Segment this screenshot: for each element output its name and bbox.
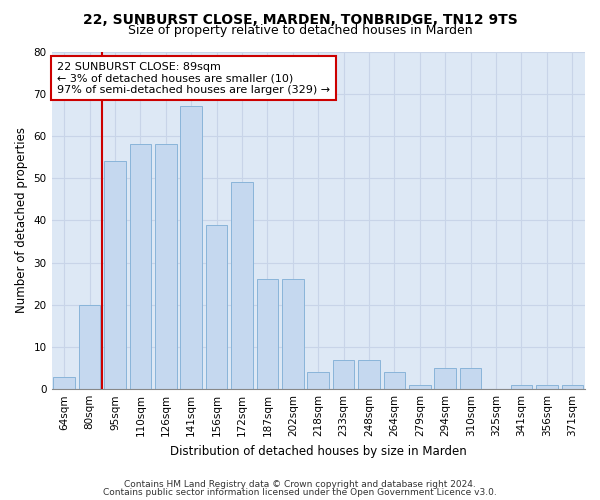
Bar: [562, 385, 583, 389]
Bar: [282, 280, 304, 389]
Bar: [206, 224, 227, 389]
Text: Contains public sector information licensed under the Open Government Licence v3: Contains public sector information licen…: [103, 488, 497, 497]
X-axis label: Distribution of detached houses by size in Marden: Distribution of detached houses by size …: [170, 444, 467, 458]
Text: 22, SUNBURST CLOSE, MARDEN, TONBRIDGE, TN12 9TS: 22, SUNBURST CLOSE, MARDEN, TONBRIDGE, T…: [83, 12, 517, 26]
Bar: [333, 360, 355, 389]
Bar: [130, 144, 151, 389]
Bar: [358, 360, 380, 389]
Text: 22 SUNBURST CLOSE: 89sqm
← 3% of detached houses are smaller (10)
97% of semi-de: 22 SUNBURST CLOSE: 89sqm ← 3% of detache…: [57, 62, 330, 95]
Y-axis label: Number of detached properties: Number of detached properties: [15, 128, 28, 314]
Bar: [181, 106, 202, 389]
Bar: [53, 376, 75, 389]
Bar: [536, 385, 557, 389]
Bar: [434, 368, 456, 389]
Bar: [511, 385, 532, 389]
Bar: [155, 144, 176, 389]
Bar: [383, 372, 405, 389]
Bar: [307, 372, 329, 389]
Bar: [79, 305, 100, 389]
Bar: [104, 161, 126, 389]
Bar: [257, 280, 278, 389]
Bar: [460, 368, 481, 389]
Bar: [409, 385, 431, 389]
Text: Contains HM Land Registry data © Crown copyright and database right 2024.: Contains HM Land Registry data © Crown c…: [124, 480, 476, 489]
Bar: [231, 182, 253, 389]
Text: Size of property relative to detached houses in Marden: Size of property relative to detached ho…: [128, 24, 472, 37]
